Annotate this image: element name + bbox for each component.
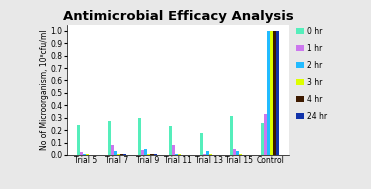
Bar	[144, 149, 147, 155]
Bar	[83, 154, 86, 155]
Legend: 0 hr, 1 hr, 2 hr, 3 hr, 4 hr, 24 hr: 0 hr, 1 hr, 2 hr, 3 hr, 4 hr, 24 hr	[295, 26, 328, 121]
Bar	[276, 31, 279, 155]
Bar	[123, 154, 126, 155]
Bar	[172, 145, 175, 155]
Bar	[200, 133, 203, 155]
Bar	[138, 118, 141, 155]
Bar	[236, 151, 239, 155]
Bar	[111, 145, 114, 155]
Bar	[80, 153, 83, 155]
Bar	[264, 114, 267, 155]
Bar	[267, 31, 270, 155]
Bar	[203, 154, 206, 155]
Bar	[108, 121, 111, 155]
Bar	[209, 154, 212, 155]
Bar	[114, 151, 117, 155]
Bar	[206, 151, 209, 155]
Bar	[86, 154, 89, 155]
Bar	[175, 154, 178, 155]
Bar	[233, 149, 236, 155]
Bar	[154, 154, 157, 155]
Bar	[270, 31, 273, 155]
Bar	[230, 116, 233, 155]
Bar	[261, 123, 264, 155]
Bar	[273, 31, 276, 155]
Bar	[239, 154, 243, 155]
Bar	[120, 154, 123, 155]
Bar	[151, 154, 154, 155]
Bar	[77, 125, 80, 155]
Bar	[141, 150, 144, 155]
Bar	[178, 154, 181, 155]
Bar	[169, 126, 172, 155]
Title: Antimicrobial Efficacy Analysis: Antimicrobial Efficacy Analysis	[63, 10, 293, 23]
Bar	[117, 154, 120, 155]
Y-axis label: No of Microorganism, 10⁸cfu/ml: No of Microorganism, 10⁸cfu/ml	[40, 29, 49, 150]
Bar	[147, 154, 151, 155]
